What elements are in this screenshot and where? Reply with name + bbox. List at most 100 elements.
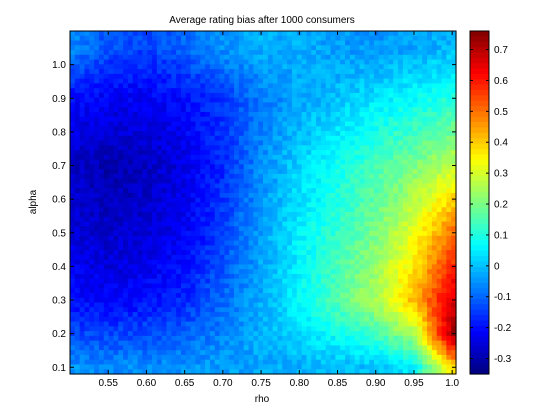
heatmap-cell (373, 102, 380, 108)
heatmap-cell (113, 173, 119, 180)
heatmap-cell (296, 135, 303, 142)
heatmap-cell (185, 302, 192, 308)
heatmap-cell (156, 307, 163, 313)
heatmap-cell (118, 226, 124, 232)
heatmap-cell (171, 202, 177, 208)
heatmap-cell (277, 159, 283, 165)
heatmap-cell (200, 54, 206, 61)
heatmap-cell (417, 83, 423, 89)
heatmap-cell (373, 111, 380, 118)
heatmap-cell (436, 316, 443, 323)
heatmap-cell (335, 245, 341, 251)
heatmap-cell (147, 293, 153, 299)
heatmap-cell (108, 302, 115, 308)
heatmap-cell (166, 312, 172, 318)
heatmap-cell (166, 192, 172, 199)
heatmap-cell (291, 131, 298, 137)
heatmap-cell (422, 88, 428, 94)
heatmap-cell (296, 283, 303, 289)
heatmap-cell (325, 221, 332, 227)
heatmap-cell (345, 59, 351, 65)
heatmap-cell (89, 169, 95, 175)
heatmap-cell (248, 231, 254, 237)
heatmap-cell (436, 78, 443, 84)
heatmap-cell (325, 45, 332, 51)
heatmap-cell (253, 35, 259, 42)
heatmap-cell (84, 78, 90, 84)
heatmap-cell (161, 321, 168, 327)
heatmap-cell (84, 254, 90, 261)
heatmap-cell (412, 35, 418, 42)
heatmap-cell (166, 150, 172, 156)
heatmap-cell (200, 83, 206, 89)
heatmap-cell (436, 145, 443, 151)
heatmap-cell (94, 278, 100, 285)
heatmap-cell (287, 240, 293, 246)
heatmap-cell (296, 131, 303, 137)
heatmap-cell (402, 264, 409, 270)
heatmap-cell (200, 183, 206, 189)
heatmap-cell (373, 312, 380, 318)
heatmap-cell (113, 269, 119, 275)
heatmap-cell (185, 192, 192, 199)
heatmap-cell (200, 40, 206, 46)
heatmap-cell (123, 45, 129, 51)
heatmap-cell (123, 40, 129, 46)
heatmap-cell (185, 264, 192, 270)
heatmap-cell (388, 254, 394, 261)
heatmap-cell (398, 183, 404, 189)
heatmap-cell (195, 269, 201, 275)
heatmap-cell (200, 240, 206, 246)
heatmap-cell (195, 159, 201, 165)
heatmap-cell (402, 64, 409, 70)
heatmap-cell (147, 97, 153, 104)
heatmap-cell (263, 302, 269, 308)
heatmap-cell (253, 45, 259, 51)
heatmap-cell (161, 45, 168, 51)
heatmap-cell (393, 78, 399, 84)
heatmap-cell (180, 188, 187, 194)
heatmap-cell (340, 197, 346, 204)
heatmap-cell (253, 293, 259, 299)
heatmap-cell (108, 188, 115, 194)
heatmap-cell (103, 64, 110, 70)
heatmap-cell (127, 307, 134, 313)
heatmap-cell (156, 221, 163, 227)
heatmap-cell (248, 221, 254, 227)
heatmap-cell (123, 326, 129, 332)
heatmap-cell (147, 92, 153, 99)
heatmap-cell (70, 197, 76, 204)
heatmap-cell (325, 78, 332, 84)
heatmap-cell (185, 221, 192, 227)
heatmap-cell (209, 240, 216, 246)
heatmap-cell (185, 164, 192, 170)
heatmap-cell (243, 145, 250, 151)
heatmap-cell (402, 126, 409, 132)
heatmap-cell (272, 221, 279, 227)
heatmap-cell (446, 40, 452, 46)
heatmap-cell (354, 250, 361, 256)
heatmap-cell (383, 235, 390, 242)
heatmap-cell (253, 59, 259, 65)
heatmap-cell (407, 59, 414, 65)
heatmap-cell (277, 126, 283, 132)
heatmap-cell (103, 240, 110, 246)
heatmap-cell (340, 150, 346, 156)
heatmap-cell (166, 240, 172, 246)
heatmap-cell (123, 135, 129, 142)
heatmap-cell (253, 207, 259, 213)
heatmap-cell (393, 73, 399, 80)
heatmap-cell (378, 192, 385, 199)
heatmap-cell (137, 35, 143, 42)
heatmap-cell (306, 64, 312, 70)
heatmap-cell (127, 235, 134, 242)
heatmap-cell (388, 188, 394, 194)
heatmap-cell (243, 116, 250, 123)
heatmap-cell (132, 212, 139, 218)
heatmap-cell (306, 92, 312, 99)
heatmap-cell (359, 178, 365, 185)
heatmap-cell (325, 321, 332, 327)
heatmap-cell (84, 126, 90, 132)
heatmap-cell (84, 269, 90, 275)
heatmap-cell (282, 216, 288, 223)
